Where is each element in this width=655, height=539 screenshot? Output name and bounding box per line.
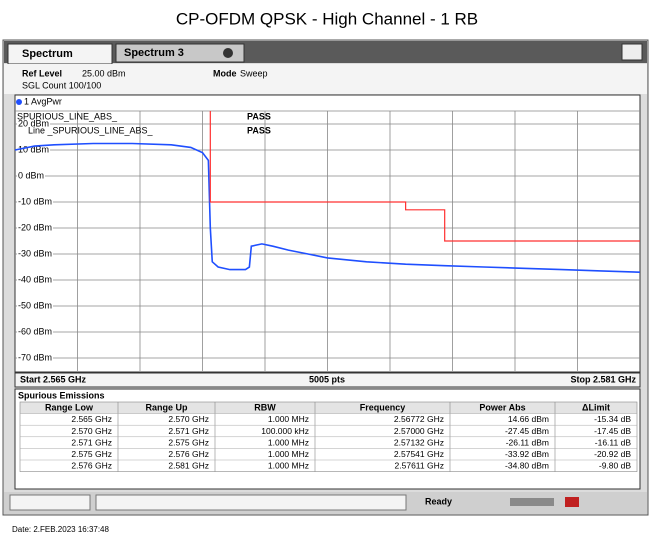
table-header: Range Low [45, 403, 94, 413]
table-header: Power Abs [479, 403, 525, 413]
table-cell: 2.576 GHz [168, 449, 209, 459]
table-cell: -20.92 dB [594, 449, 631, 459]
info-value: SGL Count 100/100 [22, 80, 101, 90]
table-cell: 1.000 MHz [268, 449, 309, 459]
info-value: Sweep [240, 68, 268, 78]
table-cell: 2.565 GHz [71, 414, 112, 424]
y-tick-label: -20 dBm [18, 222, 52, 232]
table-cell: 2.576 GHz [71, 461, 112, 471]
limit-label: Line _SPURIOUS_LINE_ABS_ [28, 125, 154, 135]
status-field [95, 494, 407, 511]
x-axis-bar [14, 372, 641, 388]
table-cell: 14.66 dBm [508, 414, 549, 424]
table-header: ΔLimit [582, 403, 610, 413]
table-cell: -27.45 dBm [505, 426, 549, 436]
y-tick-label-bg [17, 249, 54, 259]
tab-label: Spectrum [22, 48, 73, 60]
y-tick-label: -40 dBm [18, 274, 52, 284]
table-cell: 2.575 GHz [71, 449, 112, 459]
y-tick-label: -30 dBm [18, 248, 52, 258]
tab[interactable] [115, 43, 245, 63]
points-label: 5005 pts [309, 374, 345, 384]
y-tick-label-bg [17, 301, 54, 311]
table-header: RBW [254, 403, 276, 413]
table-cell: 1.000 MHz [268, 461, 309, 471]
table-cell: 2.571 GHz [71, 437, 112, 447]
status-text: Ready [425, 496, 452, 506]
table-header: Frequency [360, 403, 406, 413]
y-tick-label-bg [17, 327, 54, 337]
y-tick-label-bg [17, 145, 51, 155]
table-cell: -17.45 dB [594, 426, 631, 436]
table-cell: 1.000 MHz [268, 437, 309, 447]
table-header: Range Up [145, 403, 188, 413]
y-tick-label-bg [17, 223, 54, 233]
info-value: 25.00 dBm [82, 68, 126, 78]
info-panel [4, 64, 647, 94]
limit-result: PASS [247, 111, 271, 121]
table-cell: 100.000 kHz [261, 426, 309, 436]
table-cell: -34.80 dBm [505, 461, 549, 471]
table-cell: -15.34 dB [594, 414, 631, 424]
limit-result: PASS [247, 125, 271, 135]
logo [565, 497, 579, 507]
table-cell: -16.11 dB [595, 437, 632, 447]
table-cell: 2.57541 GHz [394, 449, 444, 459]
trace-line [14, 142, 641, 273]
y-tick-label: -70 dBm [18, 352, 52, 362]
table-cell: 2.571 GHz [168, 426, 209, 436]
y-tick-label: -10 dBm [18, 196, 52, 206]
start-label: Start 2.565 GHz [20, 374, 87, 384]
info-label: Mode [213, 68, 237, 78]
y-tick-label: 0 dBm [18, 170, 44, 180]
table-title: Spurious Emissions [18, 390, 105, 400]
progress-bar [510, 498, 554, 506]
table-header-bg [20, 402, 637, 414]
close-icon[interactable] [223, 48, 233, 58]
y-tick-label: -60 dBm [18, 326, 52, 336]
table-cell: -33.92 dBm [505, 449, 549, 459]
y-tick-label-bg [17, 197, 54, 207]
table-cell: 1.000 MHz [268, 414, 309, 424]
y-tick-label-bg [17, 353, 54, 363]
date: Date: 2.FEB.2023 16:37:48 [12, 525, 110, 534]
trace-label: 1 AvgPwr [24, 96, 62, 106]
y-tick-label-bg [17, 275, 54, 285]
table-cell: 2.56772 GHz [394, 414, 444, 424]
table-cell: 2.570 GHz [168, 414, 209, 424]
y-tick-label-bg [17, 119, 51, 129]
table-cell: 2.575 GHz [168, 437, 209, 447]
table-cell: 2.570 GHz [71, 426, 112, 436]
y-tick-label: 10 dBm [18, 144, 49, 154]
table-cell: 2.57611 GHz [395, 461, 444, 471]
table-cell: 2.581 GHz [168, 461, 209, 471]
limit-label: SPURIOUS_LINE_ABS_ [17, 111, 118, 121]
stop-label: Stop 2.581 GHz [570, 374, 636, 384]
table-cell: 2.57132 GHz [394, 437, 444, 447]
y-tick-label-bg [17, 171, 46, 181]
info-label: Ref Level [22, 68, 62, 78]
table-cell: 2.57000 GHz [394, 426, 444, 436]
page-title: CP-OFDM QPSK - High Channel - 1 RB [176, 9, 478, 28]
table-cell: -9.80 dB [599, 461, 631, 471]
y-tick-label: -50 dBm [18, 300, 52, 310]
table-cell: -26.11 dBm [506, 437, 549, 447]
menu-icon[interactable] [621, 43, 643, 61]
trace-dot [16, 99, 22, 105]
limit-line [209, 111, 640, 242]
tab-label: Spectrum 3 [124, 47, 184, 59]
y-tick-label: 20 dBm [18, 118, 49, 128]
status-field [9, 494, 91, 511]
